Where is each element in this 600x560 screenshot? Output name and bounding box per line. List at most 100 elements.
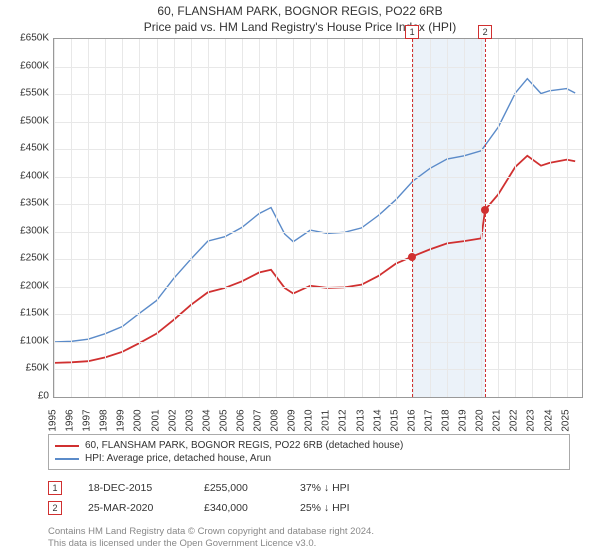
gridline-h (54, 94, 582, 95)
gridline-v (379, 39, 380, 397)
chart-area: 12 £0£50K£100K£150K£200K£250K£300K£350K£… (5, 38, 595, 428)
gridline-v (550, 39, 551, 397)
legend-swatch (55, 445, 79, 447)
gridline-v (498, 39, 499, 397)
y-tick-label: £650K (5, 33, 49, 44)
transaction-row: 225-MAR-2020£340,00025% ↓ HPI (48, 498, 570, 518)
gridline-h (54, 287, 582, 288)
gridline-v (208, 39, 209, 397)
gridline-v (362, 39, 363, 397)
x-tick-label: 2008 (270, 406, 281, 436)
x-tick-label: 2024 (543, 406, 554, 436)
x-tick-label: 2013 (355, 406, 366, 436)
x-tick-label: 2002 (167, 406, 178, 436)
x-tick-label: 1997 (82, 406, 93, 436)
gridline-v (191, 39, 192, 397)
y-tick-label: £0 (5, 391, 49, 402)
x-tick-label: 2025 (560, 406, 571, 436)
transaction-price: £255,000 (204, 482, 274, 494)
y-tick-label: £300K (5, 225, 49, 236)
y-tick-label: £600K (5, 60, 49, 71)
x-tick-label: 2014 (372, 406, 383, 436)
chart-subtitle: Price paid vs. HM Land Registry's House … (0, 18, 600, 38)
x-tick-label: 2012 (338, 406, 349, 436)
gridline-v (447, 39, 448, 397)
gridline-v (481, 39, 482, 397)
sale-dot (408, 253, 416, 261)
x-tick-label: 1998 (99, 406, 110, 436)
transaction-price: £340,000 (204, 502, 274, 514)
x-tick-label: 2023 (526, 406, 537, 436)
transaction-marker: 2 (478, 25, 492, 39)
y-tick-label: £250K (5, 253, 49, 264)
gridline-v (157, 39, 158, 397)
gridline-v (242, 39, 243, 397)
gridline-v (225, 39, 226, 397)
gridline-v (532, 39, 533, 397)
line-layer (54, 39, 582, 397)
gridline-v (105, 39, 106, 397)
footer-attribution: Contains HM Land Registry data © Crown c… (48, 526, 570, 551)
shade-edge (485, 39, 486, 397)
transaction-delta: 37% ↓ HPI (300, 482, 390, 494)
plot-area: 12 (53, 38, 583, 398)
gridline-v (430, 39, 431, 397)
gridline-h (54, 342, 582, 343)
y-tick-label: £350K (5, 198, 49, 209)
gridline-h (54, 232, 582, 233)
gridline-v (139, 39, 140, 397)
x-tick-label: 2018 (441, 406, 452, 436)
gridline-v (344, 39, 345, 397)
gridline-h (54, 314, 582, 315)
gridline-h (54, 369, 582, 370)
gridline-h (54, 204, 582, 205)
y-tick-label: £450K (5, 143, 49, 154)
chart-title: 60, FLANSHAM PARK, BOGNOR REGIS, PO22 6R… (0, 0, 600, 18)
x-tick-label: 1999 (116, 406, 127, 436)
legend-item: 60, FLANSHAM PARK, BOGNOR REGIS, PO22 6R… (55, 439, 563, 452)
gridline-v (259, 39, 260, 397)
gridline-h (54, 177, 582, 178)
gridline-v (327, 39, 328, 397)
x-tick-label: 2020 (475, 406, 486, 436)
y-tick-label: £50K (5, 363, 49, 374)
footer-line-2: This data is licensed under the Open Gov… (48, 538, 570, 550)
gridline-v (54, 39, 55, 397)
transaction-date: 18-DEC-2015 (88, 482, 178, 494)
x-tick-label: 2006 (235, 406, 246, 436)
x-tick-label: 2010 (304, 406, 315, 436)
gridline-v (567, 39, 568, 397)
footer-line-1: Contains HM Land Registry data © Crown c… (48, 526, 570, 538)
gridline-h (54, 122, 582, 123)
x-tick-label: 2007 (253, 406, 264, 436)
x-tick-label: 2000 (133, 406, 144, 436)
gridline-h (54, 149, 582, 150)
gridline-v (515, 39, 516, 397)
x-tick-label: 2019 (458, 406, 469, 436)
x-tick-label: 2011 (321, 406, 332, 436)
legend-item: HPI: Average price, detached house, Arun (55, 452, 563, 465)
gridline-v (174, 39, 175, 397)
x-tick-label: 2001 (150, 406, 161, 436)
legend-swatch (55, 458, 79, 460)
transaction-marker: 1 (405, 25, 419, 39)
legend-label: HPI: Average price, detached house, Arun (85, 453, 271, 464)
gridline-v (276, 39, 277, 397)
x-tick-label: 1996 (65, 406, 76, 436)
x-tick-label: 2022 (509, 406, 520, 436)
y-tick-label: £400K (5, 170, 49, 181)
x-tick-label: 2009 (287, 406, 298, 436)
gridline-v (88, 39, 89, 397)
transaction-delta: 25% ↓ HPI (300, 502, 390, 514)
x-tick-label: 2004 (201, 406, 212, 436)
transaction-num-box: 2 (48, 501, 62, 515)
y-tick-label: £200K (5, 280, 49, 291)
x-tick-label: 2005 (218, 406, 229, 436)
y-tick-label: £500K (5, 115, 49, 126)
gridline-v (464, 39, 465, 397)
x-tick-label: 2017 (423, 406, 434, 436)
hpi-line (54, 79, 575, 342)
x-tick-label: 1995 (48, 406, 59, 436)
y-tick-label: £150K (5, 308, 49, 319)
legend: 60, FLANSHAM PARK, BOGNOR REGIS, PO22 6R… (48, 434, 570, 470)
